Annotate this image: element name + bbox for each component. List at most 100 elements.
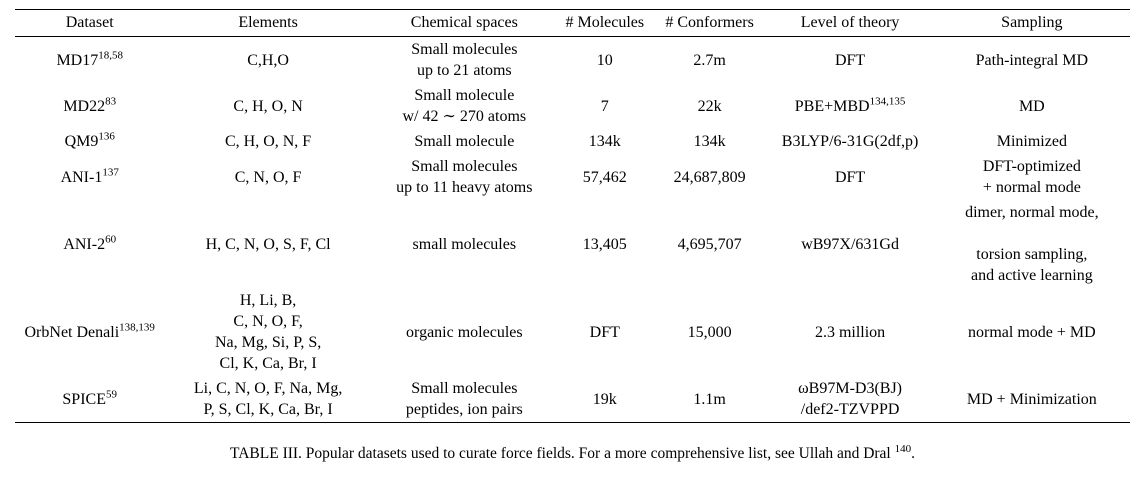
table-cell-elements: H, Li, B, C, N, O, F, Na, Mg, Si, P, S, Cl,… <box>164 288 371 376</box>
reference-superscript: 60 <box>105 233 117 246</box>
cell-line: QM9136 <box>64 130 115 150</box>
table-cell-dataset: ANI-1137 <box>15 154 164 200</box>
table-row: SPICE59 Li, C, N, O, F, Na, Mg, P, S, Cl, … <box>15 376 1130 423</box>
cell-line: Small molecules <box>411 41 518 58</box>
cell-line: H, Li, B, <box>239 292 297 309</box>
cell-line: + normal mode <box>982 179 1081 196</box>
table-cell-molecules: 13,405 <box>557 200 653 288</box>
table-cell-elements: C, H, O, N <box>164 83 371 129</box>
cell-line <box>937 223 1127 244</box>
cell-line: Minimized <box>996 133 1067 150</box>
table-cell-sampling: Minimized <box>934 129 1130 154</box>
cell-line: ωB97M-D3(BJ) <box>798 380 903 397</box>
reference-superscript: 138,139 <box>119 321 155 334</box>
cell-line: Cl, K, Ca, Br, I <box>219 355 317 372</box>
cell-line: MD <box>1018 97 1045 115</box>
cell-line: wB97X/631Gd <box>801 235 899 253</box>
table-cell-level_of_theory: B3LYP/6-31G(2df,p) <box>766 129 933 154</box>
table-cell-molecules: DFT <box>557 288 653 376</box>
cell-line: H, C, N, O, S, F, Cl <box>205 235 331 253</box>
column-header: Level of theory <box>766 9 934 37</box>
table-cell-chemical_spaces: small molecules <box>372 200 557 288</box>
table-caption-text: TABLE III. Popular datasets used to cura… <box>230 442 915 462</box>
table-cell-dataset: OrbNet Denali138,139 <box>15 288 164 376</box>
cell-line: PBE+MBD134,135 <box>794 95 906 115</box>
cell-line: /def2-TZVPPD <box>800 401 900 418</box>
table-cell-level_of_theory: PBE+MBD134,135 <box>766 83 933 129</box>
table-row: MD2283 C, H, O, N Small molecule w/ 42 ∼ 27… <box>15 83 1130 129</box>
cell-line: Small molecules <box>411 380 518 397</box>
cell-line: 7 <box>600 97 609 115</box>
cell-line: ANI-260 <box>63 233 117 253</box>
table-row: ANI-260 H, C, N, O, S, F, Cl small molecul… <box>15 200 1130 288</box>
table-cell-sampling: MD + Minimization <box>934 376 1130 423</box>
cell-line: 2.3 million <box>814 323 886 341</box>
cell-line: C, H, O, N, F <box>224 133 312 150</box>
reference-superscript: 140 <box>894 442 912 455</box>
cell-line: up to 21 atoms <box>416 62 512 79</box>
table-cell-conformers: 22k <box>653 83 767 129</box>
table-cell-elements: H, C, N, O, S, F, Cl <box>164 200 371 288</box>
cell-line: normal mode + MD <box>968 323 1096 341</box>
table-row: MD1718,58 C,H,O Small molecules up to 21 at… <box>15 37 1130 84</box>
cell-line: up to 11 heavy atoms <box>396 179 533 196</box>
cell-line: 1.1m <box>693 390 726 408</box>
cell-line: 57,462 <box>582 168 627 186</box>
table-cell-sampling: dimer, normal mode, torsion sampling, and… <box>934 200 1130 288</box>
table-cell-chemical_spaces: Small molecules up to 21 atoms <box>372 37 557 84</box>
table-cell-conformers: 1.1m <box>653 376 767 423</box>
datasets-table: Dataset Elements Chemical spaces # Molecule… <box>15 9 1130 423</box>
cell-line: Small molecule <box>414 87 515 104</box>
table-cell-chemical_spaces: Small molecules peptides, ion pairs <box>372 376 557 423</box>
table-cell-molecules: 134k <box>557 129 653 154</box>
table-cell-dataset: MD2283 <box>15 83 164 129</box>
cell-line: organic molecules <box>406 323 523 341</box>
table-cell-conformers: 2.7m <box>653 37 767 84</box>
table-cell-chemical_spaces: Small molecule w/ 42 ∼ 270 atoms <box>372 83 557 129</box>
cell-line: peptides, ion pairs <box>405 401 523 418</box>
table-cell-elements: C, H, O, N, F <box>164 129 371 154</box>
table-cell-dataset: SPICE59 <box>15 376 164 423</box>
table-cell-sampling: normal mode + MD <box>934 288 1130 376</box>
cell-line: Path-integral MD <box>975 51 1089 69</box>
table-cell-sampling: DFT-optimized + normal mode <box>934 154 1130 200</box>
table-cell-level_of_theory: DFT <box>766 37 933 84</box>
table-cell-molecules: 7 <box>557 83 653 129</box>
table-row: OrbNet Denali138,139 H, Li, B, C, N, O, F,… <box>15 288 1130 376</box>
table-header-row: Dataset Elements Chemical spaces # Molecule… <box>15 9 1130 37</box>
cell-line: 24,687,809 <box>673 168 746 186</box>
reference-superscript: 83 <box>105 95 117 108</box>
table-cell-molecules: 57,462 <box>557 154 653 200</box>
cell-line: and active learning <box>970 267 1093 284</box>
table-body: MD1718,58 C,H,O Small molecules up to 21 at… <box>15 37 1130 423</box>
table-cell-level_of_theory: wB97X/631Gd <box>766 200 933 288</box>
cell-line: C, H, O, N <box>233 97 303 115</box>
table-cell-conformers: 4,695,707 <box>653 200 767 288</box>
cell-line: C, N, O, F, <box>233 313 303 330</box>
table-cell-conformers: 15,000 <box>653 288 767 376</box>
cell-line: 4,695,707 <box>677 235 742 253</box>
table-cell-conformers: 24,687,809 <box>653 154 767 200</box>
cell-line: B3LYP/6-31G(2df,p) <box>781 133 919 150</box>
cell-line: Small molecules <box>411 158 518 175</box>
reference-superscript: 136 <box>98 130 115 143</box>
table-cell-dataset: ANI-260 <box>15 200 164 288</box>
cell-line: 13,405 <box>582 235 627 253</box>
table-cell-elements: C, N, O, F <box>164 154 371 200</box>
table-cell-elements: Li, C, N, O, F, Na, Mg, P, S, Cl, K, Ca, … <box>164 376 371 423</box>
column-header: Dataset <box>15 9 165 37</box>
cell-line: C,H,O <box>247 51 289 69</box>
column-header: Elements <box>164 9 372 37</box>
cell-line: SPICE59 <box>62 388 117 408</box>
table-cell-dataset: MD1718,58 <box>15 37 164 84</box>
column-header: Sampling <box>933 9 1130 37</box>
table-cell-dataset: QM9136 <box>15 129 164 154</box>
cell-line: small molecules <box>412 235 517 253</box>
column-header: # Conformers <box>652 9 767 37</box>
reference-superscript: 59 <box>105 388 117 401</box>
cell-line: OrbNet Denali138,139 <box>24 321 155 341</box>
table-cell-elements: C,H,O <box>164 37 371 84</box>
table-cell-chemical_spaces: Small molecules up to 11 heavy atoms <box>372 154 557 200</box>
cell-line: 134k <box>693 133 726 150</box>
table-cell-level_of_theory: ωB97M-D3(BJ) /def2-TZVPPD <box>766 376 933 423</box>
